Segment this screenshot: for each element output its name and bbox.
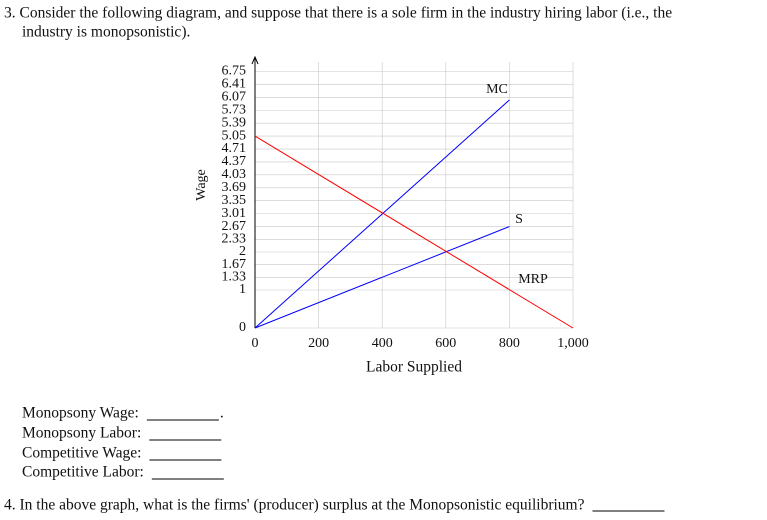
y-tick-label: 6.75 [222, 64, 247, 79]
answer-label: Competitive Wage: [22, 445, 141, 462]
y-tick-label: 1.33 [222, 270, 247, 285]
y-tick-label: 2 [239, 244, 246, 259]
x-axis-label: Labor Supplied [366, 359, 462, 376]
x-tick-label: 200 [308, 336, 329, 351]
x-tick-label: 800 [499, 336, 520, 351]
y-tick-label: 2.67 [222, 219, 247, 234]
y-tick-label: 1 [239, 282, 246, 297]
y-axis-label: Wage [194, 169, 209, 201]
y-tick-label: 2.33 [222, 232, 247, 247]
y-tick-label: 5.73 [222, 102, 247, 117]
y-tick-label: 4.37 [222, 154, 247, 169]
answer-label: Competitive Labor: [22, 464, 144, 481]
answer-end: . [220, 405, 224, 422]
answer-label: Monopsony Wage: [22, 405, 139, 422]
y-tick-label: 6.41 [222, 77, 247, 92]
y-tick-label: 4.71 [222, 141, 247, 156]
series-line [254, 99, 510, 329]
question-line: 3. Consider the following diagram, and s… [4, 5, 672, 22]
y-tick-label: 3.69 [222, 180, 247, 195]
series-line [254, 135, 574, 329]
question-line: industry is monopsonistic). [22, 24, 190, 41]
series-label: S [515, 212, 523, 227]
y-tick-label: 1.67 [222, 257, 247, 272]
y-tick-label: 5.05 [222, 128, 247, 143]
x-tick-label: 0 [252, 336, 259, 351]
x-tick-label: 400 [372, 336, 393, 351]
series-label: MC [486, 82, 508, 97]
y-tick-label: 3.35 [222, 193, 247, 208]
y-axis-arrow [251, 55, 259, 65]
question-4: 4. In the above graph, what is the firms… [4, 497, 585, 514]
y-tick-label: 3.01 [222, 206, 247, 221]
series-label: MRP [518, 272, 548, 287]
series-line [254, 226, 510, 329]
x-tick-label: 600 [435, 336, 456, 351]
y-tick-label: 6.07 [222, 90, 247, 105]
y-tick-label: 5.39 [222, 115, 247, 130]
x-tick-label: 1,000 [557, 336, 589, 351]
y-tick-label: 4.03 [222, 167, 247, 182]
answer-label: Monopsony Labor: [22, 425, 141, 442]
y-tick-label: 0 [239, 320, 246, 335]
